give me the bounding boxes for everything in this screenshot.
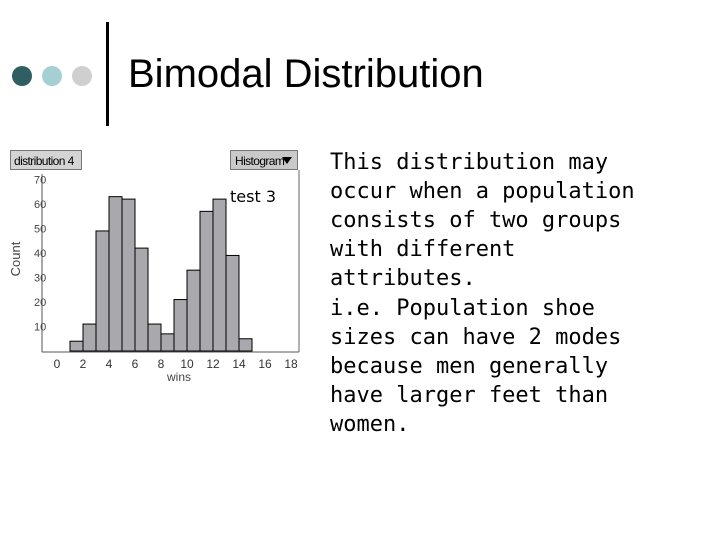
x-axis-label: wins (166, 370, 191, 384)
histogram-bar (69, 340, 84, 352)
histogram-bar (121, 198, 136, 352)
x-tick-label: 8 (158, 357, 165, 371)
histogram-bar (186, 269, 201, 352)
dropdown-arrow-icon (282, 157, 292, 164)
chart-title: test 3 (230, 187, 276, 206)
bullet-dot-light-teal (42, 66, 62, 86)
histogram-dropdown-label: Histogram (235, 154, 285, 168)
y-tick-label: 10 (34, 322, 46, 334)
example-paragraph: i.e. Population shoe sizes can have 2 mo… (330, 296, 622, 437)
histogram-bar (238, 338, 253, 352)
x-tick-label: 10 (180, 357, 194, 371)
description-paragraph: This distribution may occur when a popul… (330, 150, 635, 291)
histogram-bar (199, 210, 214, 352)
x-tick-label: 4 (106, 357, 113, 371)
histogram-bar (147, 323, 162, 352)
x-tick-label: 2 (80, 357, 87, 371)
x-tick-label: 16 (258, 357, 272, 371)
y-tick-label: 40 (34, 248, 46, 260)
y-tick-label: 20 (34, 297, 46, 309)
x-tick-label: 12 (206, 357, 220, 371)
histogram-bar (225, 254, 240, 352)
y-tick-label: 70 (34, 175, 46, 187)
x-tick-label: 14 (232, 357, 246, 371)
title-divider (106, 22, 109, 126)
x-tick-label: 0 (54, 357, 61, 371)
y-tick-label: 60 (34, 199, 46, 211)
histogram-bar (173, 299, 188, 352)
histogram-bar (160, 333, 175, 352)
histogram-dropdown[interactable]: Histogram (230, 150, 298, 170)
histogram-bar (108, 196, 123, 352)
y-tick-label: 30 (34, 273, 46, 285)
y-axis-label: Count (8, 241, 23, 276)
x-tick-label: 6 (132, 357, 139, 371)
histogram-bar (82, 323, 97, 352)
x-tick-label: 18 (284, 357, 298, 371)
histogram-bar (212, 198, 227, 352)
bullet-dot-dark (12, 66, 32, 86)
y-tick-label: 50 (34, 224, 46, 236)
histogram-bar (134, 247, 149, 352)
slide-title: Bimodal Distribution (128, 52, 484, 96)
bullet-dot-gray (72, 66, 92, 86)
distribution-selector[interactable]: distribution 4 (10, 150, 82, 170)
histogram-bar (95, 230, 110, 352)
